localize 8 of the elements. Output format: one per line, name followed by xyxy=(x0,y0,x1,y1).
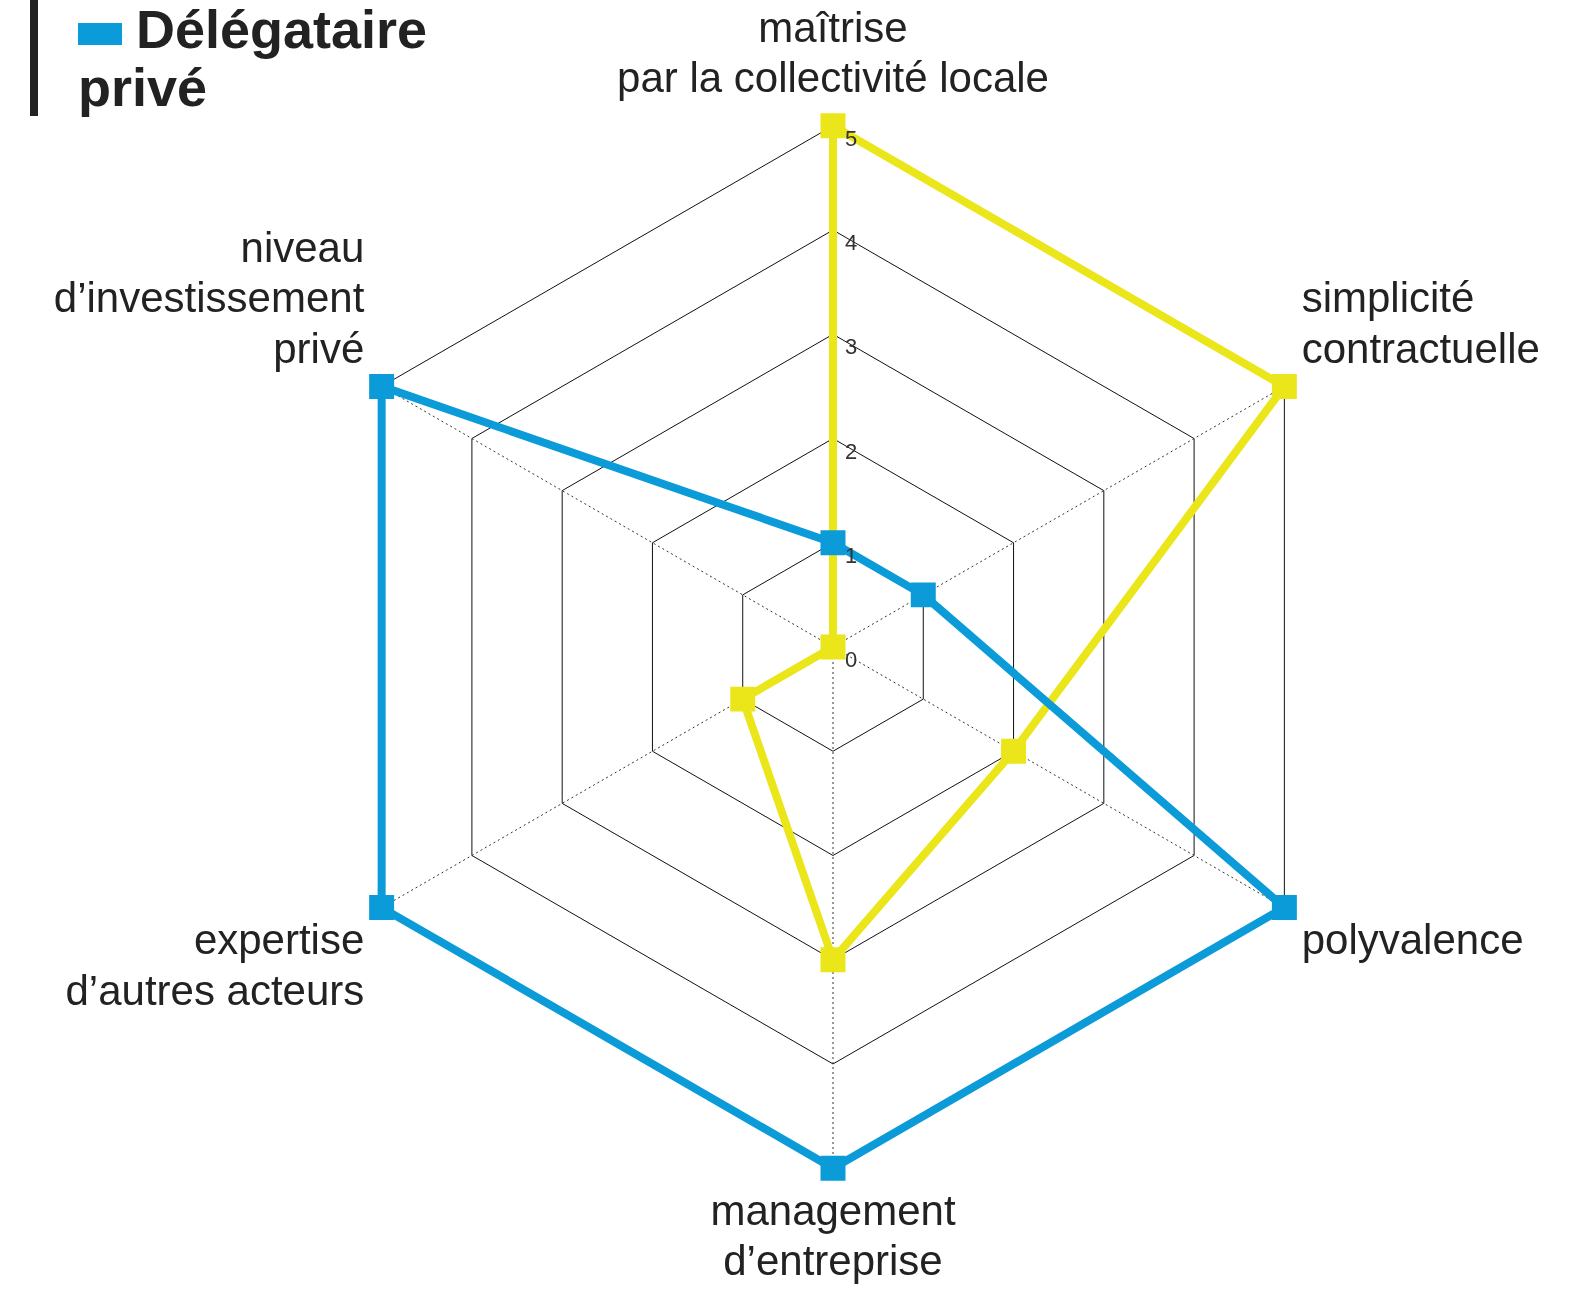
y-tick-label: 0 xyxy=(845,647,858,673)
spoke-label: simplicité contractuelle xyxy=(1301,274,1540,372)
spoke-label: niveau d’investissement privé xyxy=(53,223,365,372)
spoke-label: management d’entreprise xyxy=(710,1186,956,1285)
spoke-label: expertise d’autres acteurs xyxy=(65,916,365,1014)
spoke-label: polyvalence xyxy=(1301,916,1524,964)
legend-label: Délégataire privé xyxy=(78,0,428,117)
spoke-label: maîtrise par la collectivité locale xyxy=(617,3,1049,102)
